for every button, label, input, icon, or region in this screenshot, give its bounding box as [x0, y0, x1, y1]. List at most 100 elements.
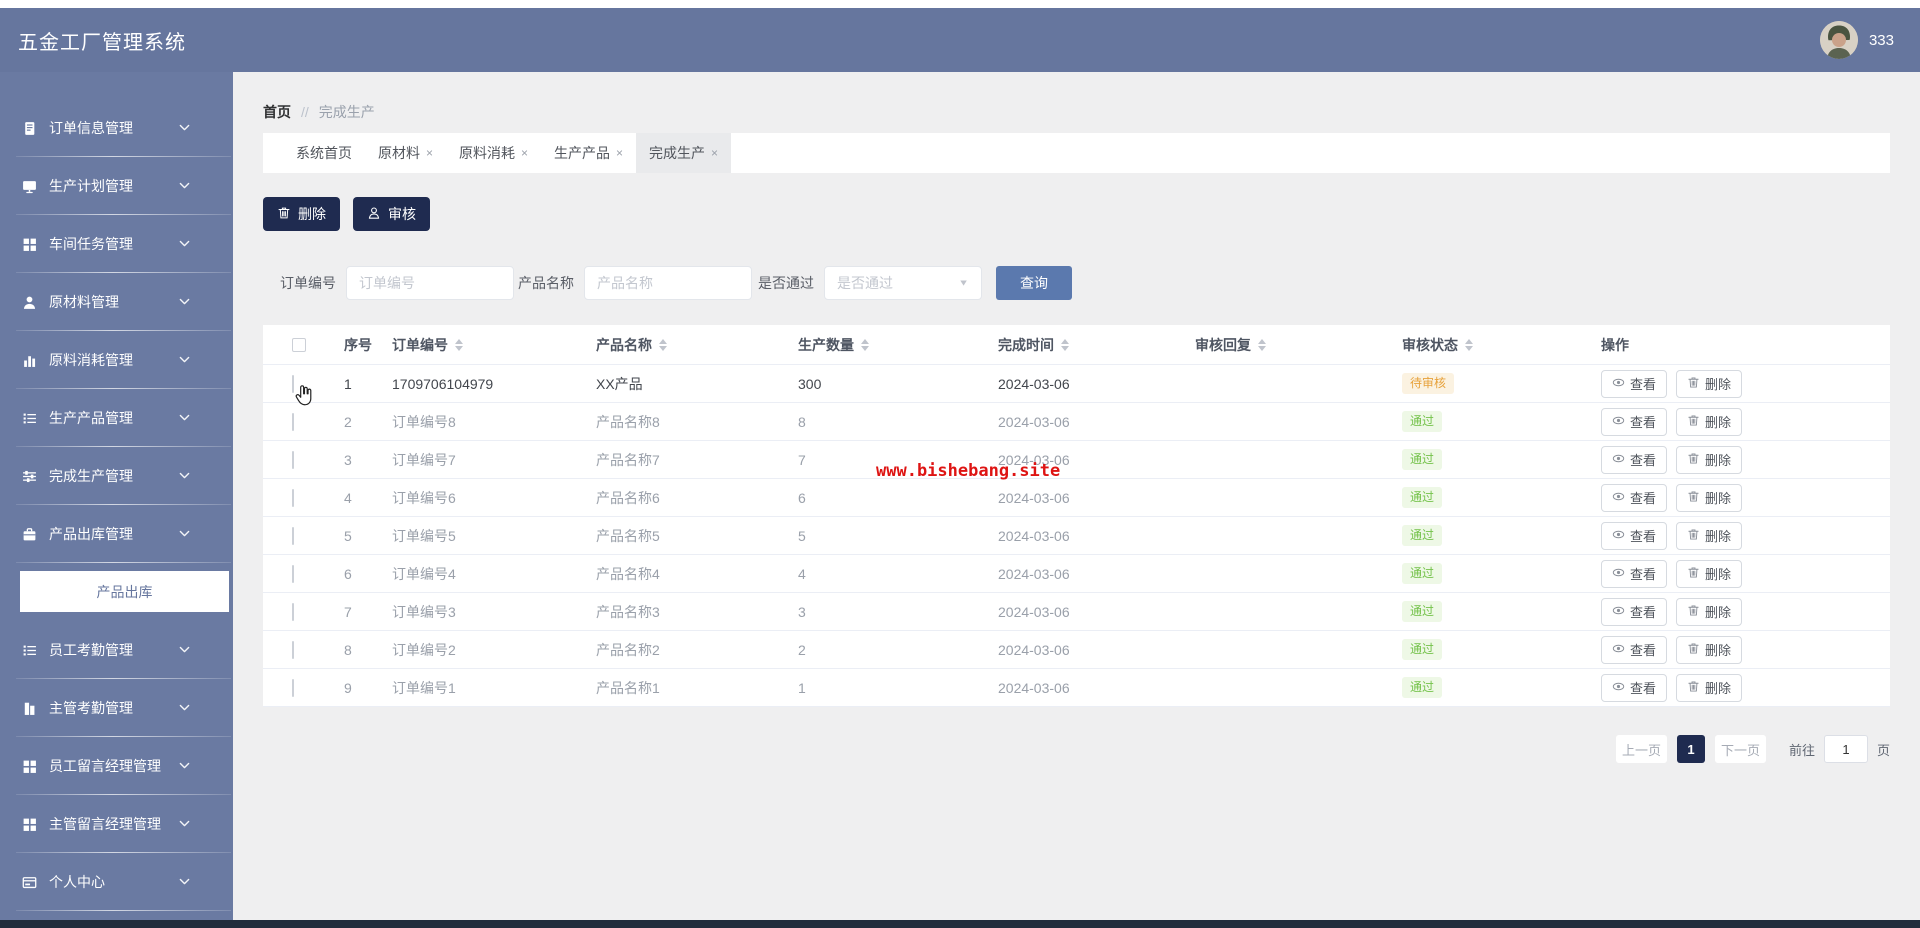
row-checkbox[interactable] [292, 602, 294, 621]
sort-carets-icon[interactable] [1061, 338, 1069, 351]
column-header[interactable]: 审核回复 [1187, 335, 1394, 355]
view-button[interactable]: 查看 [1601, 635, 1668, 664]
row-delete-button[interactable]: 删除 [1676, 369, 1743, 398]
sidebar-item-1[interactable]: 订单信息管理 [0, 99, 233, 157]
row-checkbox[interactable] [292, 564, 294, 583]
row-delete-button[interactable]: 删除 [1676, 407, 1743, 436]
eye-icon [1612, 680, 1625, 696]
close-icon[interactable]: × [616, 146, 624, 160]
cell-order-no: 1709706104979 [392, 375, 494, 392]
tab-4[interactable]: 生产产品 × [541, 133, 636, 173]
column-header[interactable]: 订单编号 [384, 335, 588, 355]
sidebar-item-13[interactable]: 个人中心 [0, 853, 233, 911]
cell-actions: 查看 删除 [1593, 369, 1890, 398]
next-page-button[interactable]: 下一页 [1714, 735, 1766, 763]
view-button[interactable]: 查看 [1601, 407, 1668, 436]
row-delete-button[interactable]: 删除 [1676, 635, 1743, 664]
table-body: 1 1709706104979 XX产品 300 2024-03-06 待审核 查看 删除 2 订… [263, 365, 1890, 707]
page-number-1[interactable]: 1 [1676, 735, 1705, 763]
row-checkbox[interactable] [292, 488, 294, 507]
sort-carets-icon[interactable] [861, 338, 869, 351]
pass-select[interactable]: 是否通过 ▼ [824, 266, 982, 300]
view-button[interactable]: 查看 [1601, 445, 1668, 474]
sidebar-item-label: 订单信息管理 [49, 120, 133, 136]
delete-button[interactable]: 删除 [263, 197, 340, 231]
table-row-1[interactable]: 1 1709706104979 XX产品 300 2024-03-06 待审核 查看 删除 [263, 365, 1890, 403]
column-header[interactable]: 生产数量 [790, 335, 990, 355]
view-button[interactable]: 查看 [1601, 369, 1668, 398]
audit-button[interactable]: 审核 [353, 197, 430, 231]
sort-carets-icon[interactable] [455, 338, 463, 351]
row-checkbox[interactable] [292, 450, 294, 469]
row-delete-button[interactable]: 删除 [1676, 483, 1743, 512]
sidebar-item-6[interactable]: 生产产品管理 [0, 389, 233, 447]
column-header[interactable]: 审核状态 [1394, 335, 1593, 355]
goto-page-input[interactable] [1823, 735, 1868, 763]
row-delete-button[interactable]: 删除 [1676, 673, 1743, 702]
tab-3[interactable]: 原料消耗 × [446, 133, 541, 173]
sort-carets-icon[interactable] [1258, 338, 1266, 351]
sidebar-item-label: 员工留言经理管理 [49, 758, 161, 774]
sidebar-item-7[interactable]: 完成生产管理 [0, 447, 233, 505]
cell-finish-time: 2024-03-06 [998, 679, 1070, 696]
chevron-down-icon [178, 469, 191, 482]
sidebar-item-5[interactable]: 原料消耗管理 [0, 331, 233, 389]
view-button[interactable]: 查看 [1601, 597, 1668, 626]
sidebar-item-9[interactable]: 员工考勤管理 [0, 621, 233, 679]
row-checkbox[interactable] [292, 374, 294, 393]
order-no-input[interactable] [346, 266, 514, 300]
row-checkbox[interactable] [292, 526, 294, 545]
table-row-9[interactable]: 9 订单编号1 产品名称1 1 2024-03-06 通过 查看 删除 [263, 669, 1890, 707]
avatar[interactable] [1819, 21, 1858, 59]
row-delete-button[interactable]: 删除 [1676, 559, 1743, 588]
chevron-down-icon: ▼ [958, 278, 969, 288]
close-icon[interactable]: × [711, 146, 719, 160]
sort-carets-icon[interactable] [1465, 338, 1473, 351]
close-icon[interactable]: × [426, 146, 434, 160]
sidebar-item-12[interactable]: 主管留言经理管理 [0, 795, 233, 853]
sort-carets-icon[interactable] [659, 338, 667, 351]
view-button[interactable]: 查看 [1601, 483, 1668, 512]
table-row-4[interactable]: 4 订单编号6 产品名称6 6 2024-03-06 通过 查看 删除 [263, 479, 1890, 517]
close-icon[interactable]: × [521, 146, 529, 160]
table-row-8[interactable]: 8 订单编号2 产品名称2 2 2024-03-06 通过 查看 删除 [263, 631, 1890, 669]
cell-audit-status: 通过 [1394, 638, 1593, 661]
table-row-5[interactable]: 5 订单编号5 产品名称5 5 2024-03-06 通过 查看 删除 [263, 517, 1890, 555]
sidebar-menu: 订单信息管理生产计划管理 车间任务管理 原材料管理 原料消耗管理 生产产品管理 完成生产管… [0, 99, 233, 911]
row-checkbox[interactable] [292, 678, 294, 697]
search-button[interactable]: 查询 [996, 266, 1072, 300]
row-delete-button[interactable]: 删除 [1676, 445, 1743, 474]
tab-2[interactable]: 原材料 × [365, 133, 446, 173]
filter-row: 订单编号 产品名称 是否通过 是否通过 ▼ 查询 [263, 266, 1890, 300]
sidebar-item-4[interactable]: 原材料管理 [0, 273, 233, 331]
eye-icon [1612, 376, 1625, 392]
breadcrumb-home[interactable]: 首页 [263, 104, 291, 120]
view-button[interactable]: 查看 [1601, 673, 1668, 702]
column-header[interactable]: 完成时间 [990, 335, 1187, 355]
sidebar-item-8[interactable]: 产品出库管理 [0, 505, 233, 563]
sidebar-item-2[interactable]: 生产计划管理 [0, 157, 233, 215]
trash-icon [1687, 452, 1700, 468]
table-row-3[interactable]: 3 订单编号7 产品名称7 7 2024-03-06 通过 查看 删除 [263, 441, 1890, 479]
tab-1[interactable]: 系统首页 [283, 133, 365, 173]
table-row-6[interactable]: 6 订单编号4 产品名称4 4 2024-03-06 通过 查看 删除 [263, 555, 1890, 593]
table-row-7[interactable]: 7 订单编号3 产品名称3 3 2024-03-06 通过 查看 删除 [263, 593, 1890, 631]
row-delete-button[interactable]: 删除 [1676, 597, 1743, 626]
user-info[interactable]: 333 [1819, 21, 1894, 59]
column-header[interactable]: 产品名称 [588, 335, 790, 355]
sidebar-item-10[interactable]: 主管考勤管理 [0, 679, 233, 737]
sidebar-item-3[interactable]: 车间任务管理 [0, 215, 233, 273]
sidebar-subitem-产品出库[interactable]: 产品出库 [20, 571, 229, 612]
cell-actions: 查看 删除 [1593, 521, 1890, 550]
row-delete-button[interactable]: 删除 [1676, 521, 1743, 550]
row-checkbox[interactable] [292, 412, 294, 431]
prev-page-button[interactable]: 上一页 [1615, 735, 1667, 763]
select-all-checkbox[interactable] [292, 337, 306, 352]
table-row-2[interactable]: 2 订单编号8 产品名称8 8 2024-03-06 通过 查看 删除 [263, 403, 1890, 441]
tab-5[interactable]: 完成生产 × [636, 133, 732, 173]
product-name-input[interactable] [584, 266, 752, 300]
sidebar-item-11[interactable]: 员工留言经理管理 [0, 737, 233, 795]
row-checkbox[interactable] [292, 640, 294, 659]
view-button[interactable]: 查看 [1601, 521, 1668, 550]
view-button[interactable]: 查看 [1601, 559, 1668, 588]
